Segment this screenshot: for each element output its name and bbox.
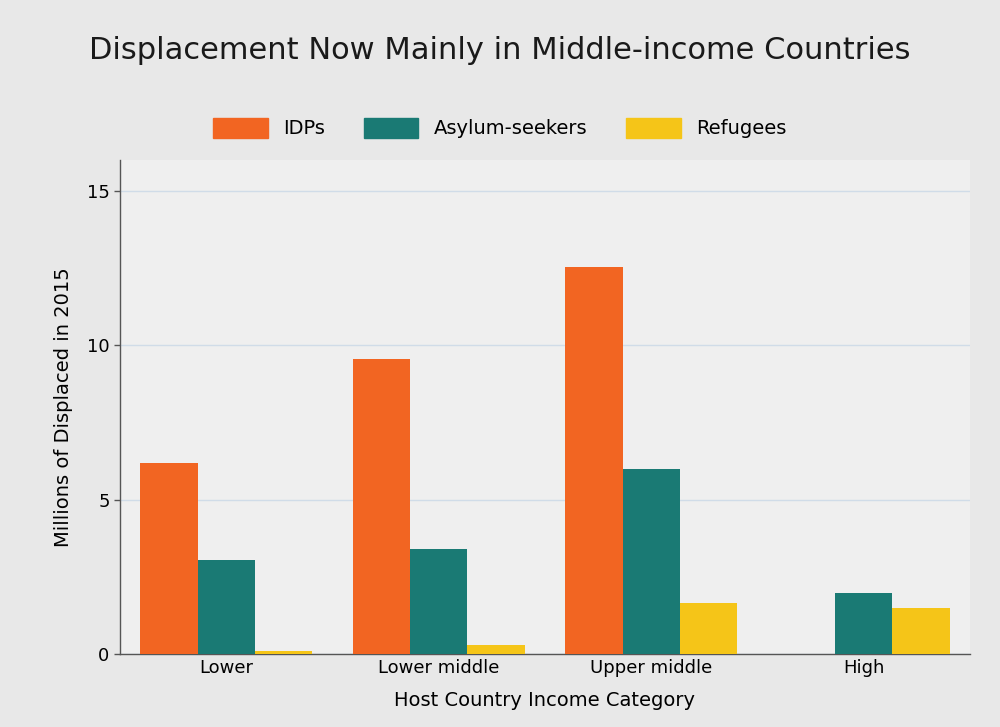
- Text: Displacement Now Mainly in Middle-income Countries: Displacement Now Mainly in Middle-income…: [89, 36, 911, 65]
- Bar: [680, 603, 737, 654]
- Bar: [198, 560, 255, 654]
- Bar: [255, 651, 312, 654]
- Bar: [140, 462, 198, 654]
- Bar: [565, 267, 623, 654]
- Legend: IDPs, Asylum-seekers, Refugees: IDPs, Asylum-seekers, Refugees: [203, 108, 797, 148]
- Y-axis label: Millions of Displaced in 2015: Millions of Displaced in 2015: [54, 268, 73, 547]
- Bar: [892, 608, 950, 654]
- X-axis label: Host Country Income Category: Host Country Income Category: [394, 691, 696, 710]
- Bar: [835, 593, 892, 654]
- Bar: [467, 645, 525, 654]
- Bar: [410, 550, 467, 654]
- Bar: [353, 359, 410, 654]
- Bar: [623, 469, 680, 654]
